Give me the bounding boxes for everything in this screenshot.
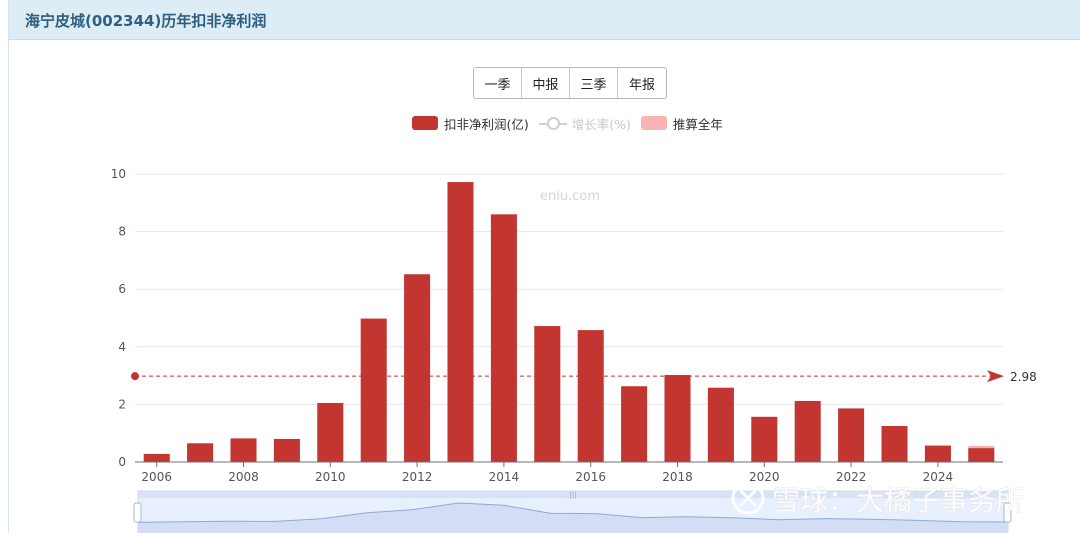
y-tick-label: 2 bbox=[118, 397, 126, 411]
average-line-label: 2.98 bbox=[1010, 370, 1037, 384]
period-button-q1[interactable]: 一季 bbox=[474, 68, 522, 98]
profit-bar-2008 bbox=[230, 438, 257, 462]
legend-label-profit: 扣非净利润(亿) bbox=[444, 116, 529, 132]
zoom-slider-area bbox=[138, 503, 1008, 533]
y-tick-label: 8 bbox=[118, 225, 126, 239]
legend-item-profit[interactable]: 扣非净利润(亿) bbox=[412, 114, 529, 133]
profit-bar-2006 bbox=[143, 453, 170, 462]
period-button-q3[interactable]: 三季 bbox=[570, 68, 618, 98]
y-tick-label: 10 bbox=[111, 167, 126, 181]
profit-bar-2017 bbox=[621, 386, 648, 462]
x-tick-label: 2024 bbox=[923, 470, 954, 484]
profit-bar-2014 bbox=[490, 214, 517, 462]
zoom-slider-line bbox=[137, 502, 1009, 523]
average-line-arrow-icon bbox=[987, 370, 1004, 383]
panel-header: 海宁皮城(002344)历年扣非净利润 bbox=[9, 0, 1080, 40]
zoom-handle-right[interactable] bbox=[1003, 502, 1012, 523]
profit-bar-2024 bbox=[924, 445, 951, 462]
profit-bar-2012 bbox=[404, 274, 431, 462]
profit-bar-2016 bbox=[577, 330, 604, 462]
profit-bar-2021 bbox=[794, 400, 821, 462]
period-button-half[interactable]: 中报 bbox=[522, 68, 570, 98]
x-tick-label: 2016 bbox=[575, 470, 606, 484]
profit-bar-2007 bbox=[187, 443, 214, 462]
x-tick-label: 2010 bbox=[315, 470, 346, 484]
profit-bar-2011 bbox=[360, 318, 387, 462]
profit-bar-2020 bbox=[751, 416, 778, 462]
legend-swatch-estimate bbox=[640, 116, 667, 130]
profit-bar-2022 bbox=[838, 408, 865, 462]
zoom-slider-top-band bbox=[138, 491, 1008, 498]
profit-bar-2009 bbox=[273, 438, 300, 462]
y-tick-label: 0 bbox=[118, 455, 126, 469]
x-tick-label: 2014 bbox=[489, 470, 520, 484]
brand-watermark: 雪球：大橘子事务所 bbox=[772, 484, 1024, 517]
profit-bar-2019 bbox=[707, 387, 734, 462]
zoom-drag-grip-icon[interactable]: ||| bbox=[569, 491, 576, 499]
period-button-group: 一季 中报 三季 年报 bbox=[473, 67, 667, 99]
legend-item-estimate[interactable]: 推算全年 bbox=[640, 114, 723, 133]
x-tick-label: 2022 bbox=[836, 470, 867, 484]
chart-legend: 扣非净利润(亿) 增长率(%) 推算全年 bbox=[412, 113, 733, 133]
x-tick-label: 2018 bbox=[662, 470, 693, 484]
site-watermark: eniu.com bbox=[540, 189, 600, 204]
profit-bar-2013 bbox=[447, 182, 474, 462]
period-button-annual[interactable]: 年报 bbox=[628, 77, 655, 93]
x-tick-label: 2020 bbox=[749, 470, 780, 484]
profit-bar-2025 bbox=[968, 448, 995, 462]
legend-line-growth-icon bbox=[538, 116, 567, 130]
profit-bar-2018 bbox=[664, 375, 691, 462]
x-tick-label: 2006 bbox=[141, 470, 172, 484]
profit-bar-2023 bbox=[881, 426, 908, 462]
brand-watermark-logo bbox=[731, 481, 765, 515]
legend-label-growth: 增长率(%) bbox=[571, 116, 631, 132]
legend-swatch-profit bbox=[412, 116, 438, 130]
profit-bar-2015 bbox=[534, 326, 561, 462]
profit-bar-2010 bbox=[317, 402, 344, 462]
legend-label-estimate: 推算全年 bbox=[672, 116, 723, 132]
x-tick-label: 2012 bbox=[402, 470, 433, 484]
y-tick-label: 4 bbox=[118, 340, 126, 354]
x-tick-label: 2008 bbox=[228, 470, 259, 484]
y-tick-label: 6 bbox=[118, 282, 126, 296]
average-line-start-dot bbox=[131, 372, 139, 381]
page-title: 海宁皮城(002344)历年扣非净利润 bbox=[25, 12, 267, 30]
legend-item-growth[interactable]: 增长率(%) bbox=[538, 114, 631, 133]
zoom-handle-left[interactable] bbox=[133, 502, 142, 523]
